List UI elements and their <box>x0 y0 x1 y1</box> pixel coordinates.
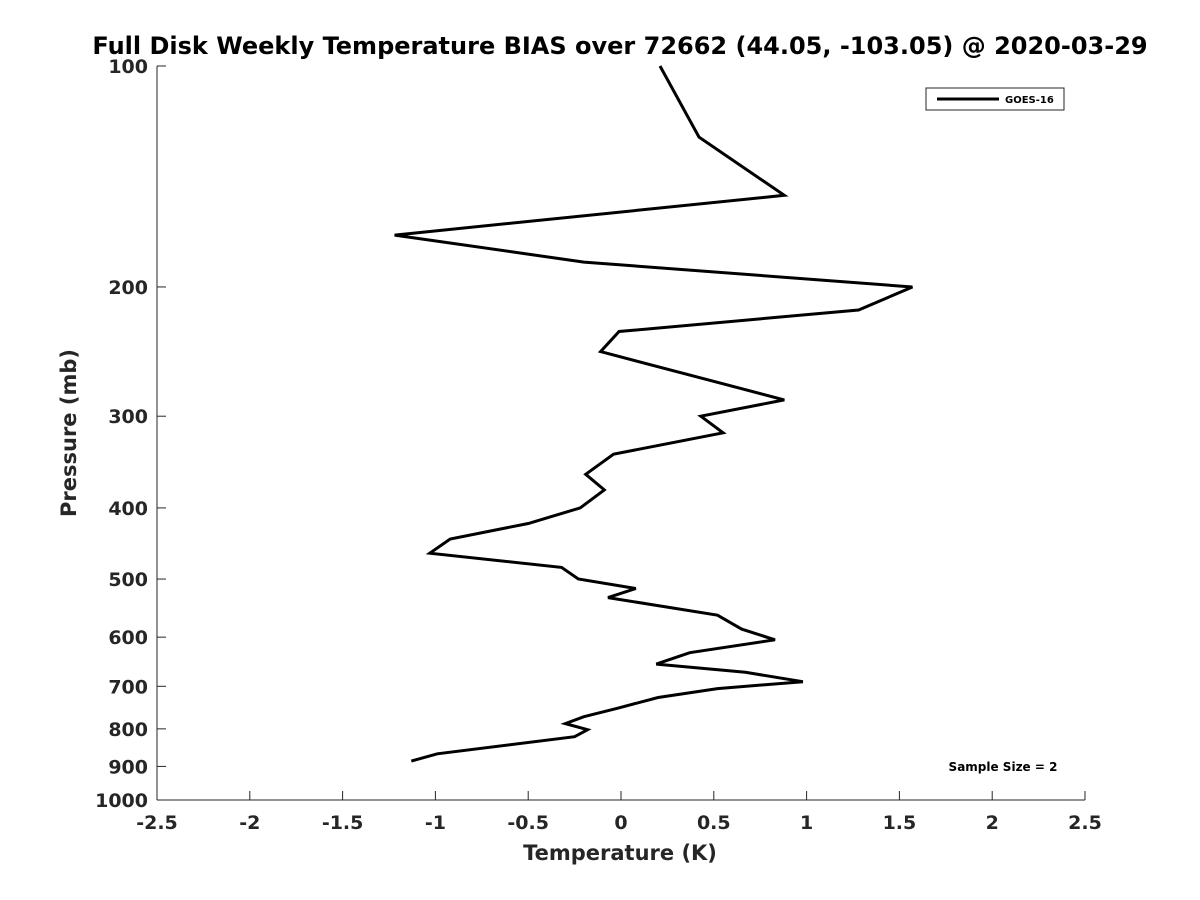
y-tick-label: 900 <box>108 756 148 778</box>
y-tick-label: 600 <box>108 627 148 649</box>
y-axis-label: Pressure (mb) <box>57 349 81 517</box>
y-tick-label: 400 <box>108 498 148 520</box>
x-tick-label: 2 <box>986 812 999 834</box>
x-tick-label: -0.5 <box>507 812 549 834</box>
series-lines <box>394 65 913 763</box>
y-tick-label: 800 <box>108 719 148 741</box>
x-tick-labels: -2.5 -2 -1.5 -1 -0.5 0 0.5 1 1.5 2 2.5 <box>136 812 1102 834</box>
chart-title: Full Disk Weekly Temperature BIAS over 7… <box>92 32 1147 60</box>
y-tick-label: 1000 <box>95 790 148 812</box>
y-tick-label: 500 <box>108 569 148 591</box>
x-tick-label: -2.5 <box>136 812 178 834</box>
x-tick-label: -1 <box>425 812 446 834</box>
x-tick-label: 1 <box>800 812 813 834</box>
x-tick-label: -1.5 <box>322 812 364 834</box>
sample-size-annotation: Sample Size = 2 <box>949 760 1058 774</box>
x-tick-label: 1.5 <box>883 812 917 834</box>
y-tick-label: 700 <box>108 676 148 698</box>
y-tick-labels: 100 200 300 400 500 600 700 800 900 1000 <box>95 56 148 812</box>
x-tick-label: 0 <box>614 812 627 834</box>
series-line-goes-16 <box>394 65 913 763</box>
x-axis-label: Temperature (K) <box>523 841 717 865</box>
y-tick-label: 300 <box>108 406 148 428</box>
x-tick-label: 0.5 <box>697 812 731 834</box>
x-tick-label: -2 <box>239 812 260 834</box>
tick-marks <box>156 65 1086 801</box>
x-tick-label: 2.5 <box>1068 812 1102 834</box>
y-tick-label: 200 <box>108 277 148 299</box>
legend: GOES-16 <box>925 87 1065 111</box>
legend-label: GOES-16 <box>1005 95 1054 106</box>
y-tick-label: 100 <box>108 56 148 78</box>
